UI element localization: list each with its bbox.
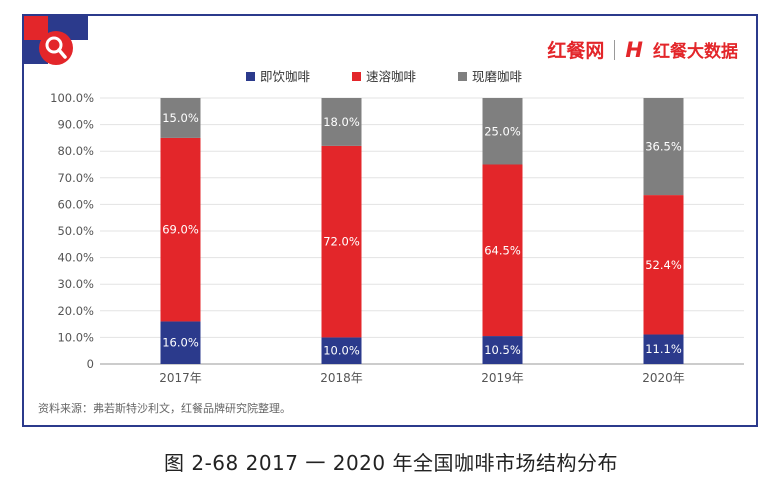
y-tick-label: 60.0%	[57, 197, 94, 211]
bar-segment	[160, 321, 201, 364]
figure-frame: 红餐网 H 红餐大数据 0 10.0% 20.0% 30.0% 40.0% 50.0% 60…	[22, 14, 758, 427]
brand-h-icon: H	[625, 37, 643, 62]
legend-label: 现磨咖啡	[472, 69, 523, 84]
bar-segment	[482, 164, 523, 337]
brand-divider	[614, 39, 616, 60]
legend-label: 速溶咖啡	[366, 69, 417, 84]
bar-segment	[321, 98, 362, 146]
brand-logo-bigdata: 红餐大数据	[653, 42, 738, 62]
figure-caption: 图 2-68 2017 一 2020 年全国咖啡市场结构分布	[164, 451, 618, 475]
data-label: 10.5%	[484, 343, 521, 357]
brand-logo-hongcan: 红餐网	[547, 40, 605, 62]
data-label: 11.1%	[645, 342, 682, 356]
bar-segment	[160, 98, 201, 138]
stacked-bar-chart: 0 10.0% 20.0% 30.0% 40.0% 50.0% 60.0% 70.0% 80.0…	[50, 69, 744, 385]
data-label: 52.4%	[645, 258, 682, 272]
x-tick-label: 2019年	[481, 371, 524, 385]
y-tick-label: 100.0%	[50, 91, 94, 105]
data-label: 69.0%	[162, 223, 199, 237]
x-tick-label: 2017年	[159, 371, 202, 385]
data-label: 15.0%	[162, 111, 199, 125]
magnifier-icon	[39, 31, 73, 65]
data-label: 25.0%	[484, 124, 521, 138]
legend-swatch	[352, 72, 361, 81]
legend-label: 即饮咖啡	[260, 69, 311, 84]
x-tick-label: 2020年	[642, 371, 685, 385]
bar-segment	[643, 195, 684, 335]
legend-swatch	[246, 72, 255, 81]
bar-segment	[321, 337, 362, 364]
y-tick-label: 90.0%	[57, 118, 94, 132]
source-note: 资料来源：弗若斯特沙利文，红餐品牌研究院整理。	[38, 402, 291, 415]
bar-segment	[643, 334, 684, 364]
y-tick-label: 40.0%	[57, 251, 94, 265]
brand-logos: 红餐网 H 红餐大数据	[547, 36, 738, 63]
bar-segment	[482, 336, 523, 364]
y-tick-label: 20.0%	[57, 304, 94, 318]
data-label: 16.0%	[162, 336, 199, 350]
legend-swatch	[458, 72, 467, 81]
bar-segment	[160, 137, 201, 322]
data-label: 72.0%	[323, 235, 360, 249]
data-label: 18.0%	[323, 115, 360, 129]
y-tick-label: 80.0%	[57, 144, 94, 158]
y-tick-label: 70.0%	[57, 171, 94, 185]
y-tick-label: 0	[87, 357, 94, 371]
x-tick-label: 2018年	[320, 371, 363, 385]
data-label: 10.0%	[323, 344, 360, 358]
bar-segment	[321, 145, 362, 338]
y-tick-label: 30.0%	[57, 277, 94, 291]
y-tick-label: 10.0%	[57, 330, 94, 344]
bar-segment	[482, 98, 523, 165]
y-tick-label: 50.0%	[57, 224, 94, 238]
bar-segment	[643, 98, 684, 196]
data-label: 36.5%	[645, 140, 682, 154]
data-label: 64.5%	[484, 243, 521, 257]
